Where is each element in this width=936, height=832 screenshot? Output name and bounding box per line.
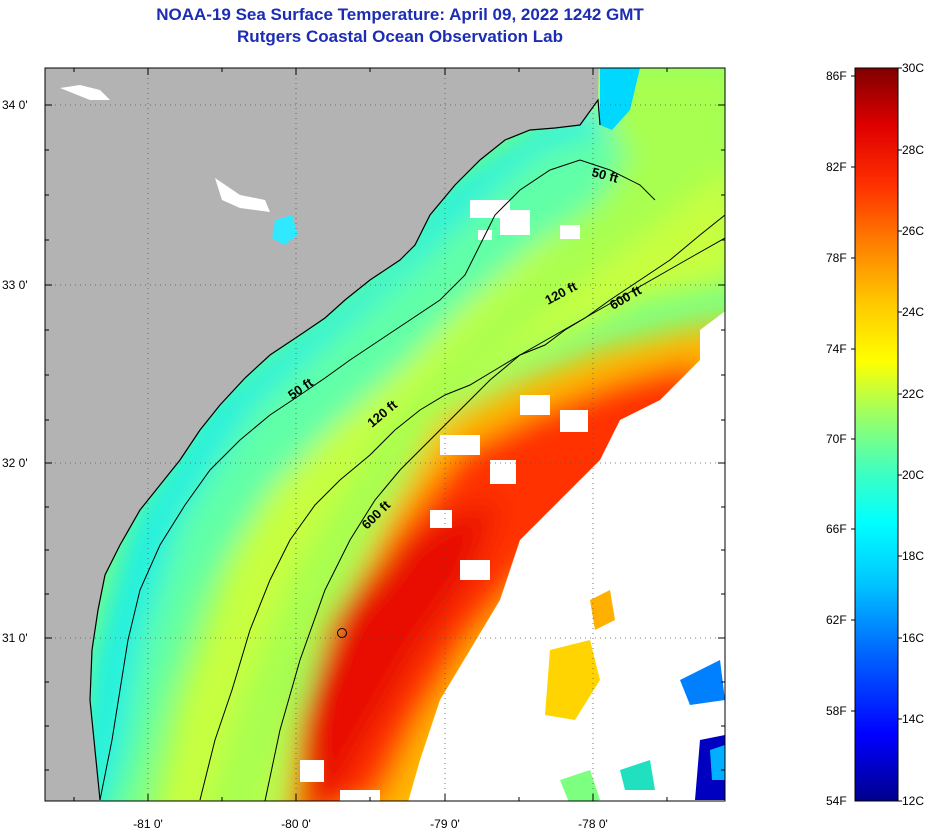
colorbar-c-label: 18C [902,549,925,563]
colorbar-f-label: 66F [826,522,847,536]
no-data-region [408,335,725,801]
colorbar-f-label: 54F [826,794,847,808]
colorbar-f-label: 62F [826,613,847,627]
colorbar-c-label: 16C [902,631,925,645]
lat-label: 34 0' [2,98,28,112]
colorbar [854,67,899,802]
lat-label: 31 0' [2,631,28,645]
colorbar-c-label: 14C [902,712,925,726]
graticule [45,68,725,801]
colorbar-f-label: 74F [826,342,847,356]
map-title: NOAA-19 Sea Surface Temperature: April 0… [156,5,644,24]
lat-label: 32 0' [2,456,28,470]
colorbar-c-label: 20C [902,468,925,482]
land-area [45,68,599,801]
lon-label: -81 0' [133,817,163,831]
map-frame [44,67,726,802]
colorbar-f-label: 70F [826,432,847,446]
colorbar-c-label: 22C [902,387,925,401]
colorbar-c-label: 12C [902,794,925,808]
colorbar-f-label: 82F [826,160,847,174]
lon-label: -78 0' [578,817,608,831]
depth-contours [99,159,725,801]
colorbar-c-label: 26C [902,224,925,238]
colorbar-f-label: 86F [826,69,847,83]
colorbar-f-label: 58F [826,704,847,718]
contour-label: 50 ft [590,164,620,186]
lon-label: -80 0' [281,817,311,831]
colorbar-c-label: 24C [902,305,925,319]
colorbar-f-label: 78F [826,251,847,265]
lon-label: -79 0' [430,817,460,831]
map-subtitle: Rutgers Coastal Ocean Observation Lab [237,27,563,46]
lat-label: 33 0' [2,278,28,292]
colorbar-c-label: 28C [902,143,925,157]
colorbar-c-label: 30C [902,61,925,75]
buoy-marker [337,628,347,638]
